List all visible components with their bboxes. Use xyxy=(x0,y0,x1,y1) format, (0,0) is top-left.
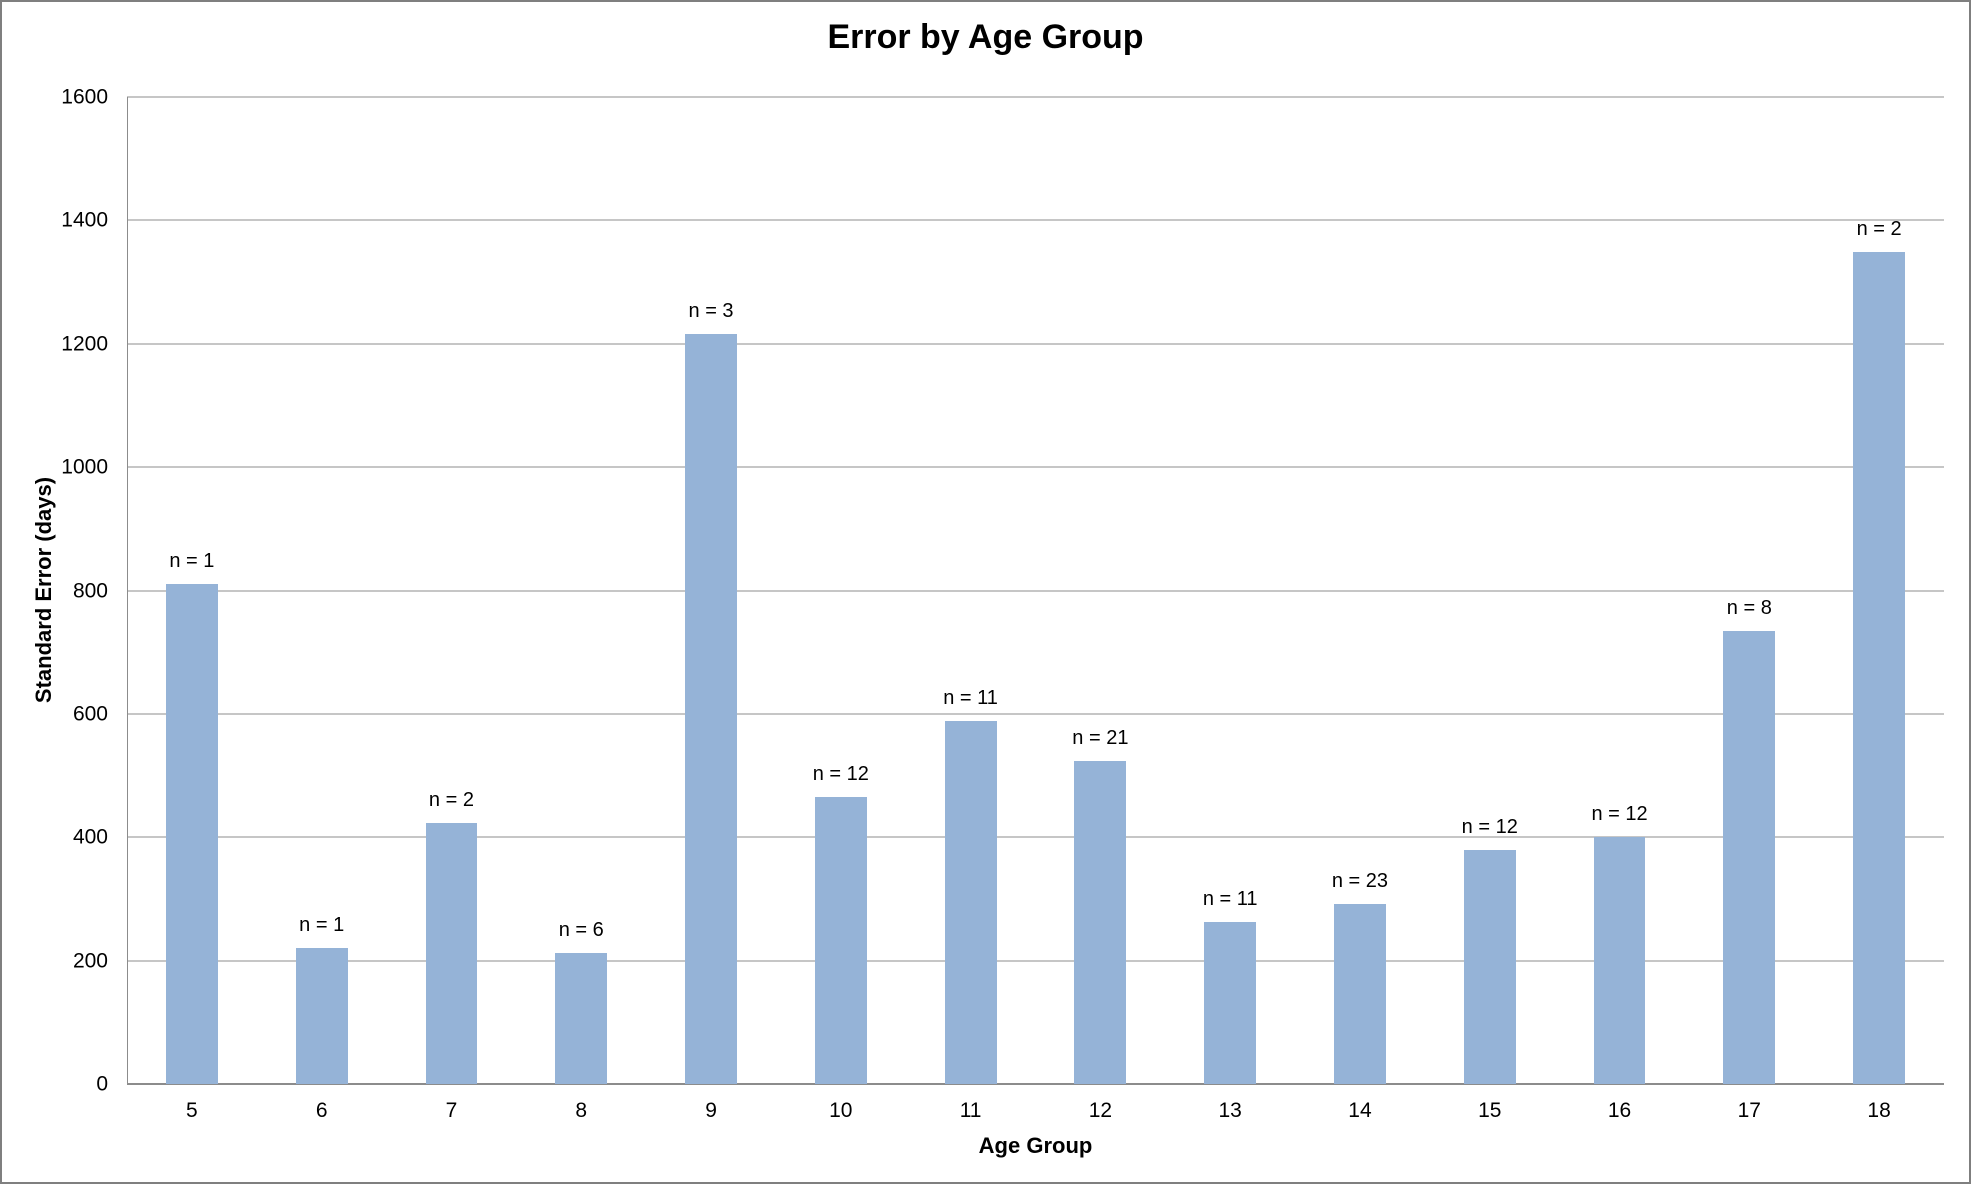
bar-data-label-age-14: n = 23 xyxy=(1331,869,1389,892)
x-axis-line xyxy=(127,1083,1944,1085)
bar-data-label-age-8: n = 6 xyxy=(558,919,604,942)
x-tick-label-12: 12 xyxy=(1088,1099,1113,1122)
bar-age-15 xyxy=(1463,850,1516,1084)
bar-age-18 xyxy=(1853,251,1906,1084)
x-tick-label-5: 5 xyxy=(186,1099,198,1122)
bar-data-label-age-16: n = 12 xyxy=(1591,802,1648,825)
bar-age-12 xyxy=(1074,760,1127,1084)
gridline-200 xyxy=(127,960,1944,962)
gridline-400 xyxy=(127,836,1944,838)
bar-age-9 xyxy=(685,333,737,1084)
bar-data-label-age-13: n = 11 xyxy=(1202,887,1258,910)
x-tick-label-8: 8 xyxy=(575,1099,588,1122)
x-tick-label-13: 13 xyxy=(1218,1099,1242,1122)
bar-data-label-age-5: n = 1 xyxy=(169,550,215,573)
x-tick-label-6: 6 xyxy=(315,1099,328,1122)
y-tick-label-1000: 1000 xyxy=(61,455,108,479)
y-tick-label-1400: 1400 xyxy=(61,208,108,232)
chart-title: Error by Age Group xyxy=(827,18,1144,56)
gridline-800 xyxy=(127,590,1944,591)
gridline-1200 xyxy=(127,343,1944,345)
bar-data-label-age-17: n = 8 xyxy=(1726,597,1772,620)
bar-data-label-age-11: n = 11 xyxy=(943,686,998,709)
gridline-1600 xyxy=(127,96,1944,98)
gridline-1000 xyxy=(127,466,1944,468)
x-tick-label-18: 18 xyxy=(1867,1099,1891,1122)
x-axis-ticks: 5 6 7 8 9 10 11 12 13 14 15 16 17 18 xyxy=(127,1099,1944,1125)
x-tick-label-17: 17 xyxy=(1737,1099,1761,1122)
y-tick-label-200: 200 xyxy=(72,949,108,973)
bar-age-10 xyxy=(814,796,867,1084)
bar-data-label-age-15: n = 12 xyxy=(1461,816,1518,839)
bar-data-label-age-18: n = 2 xyxy=(1856,217,1902,240)
y-tick-label-0: 0 xyxy=(96,1072,108,1096)
x-tick-label-9: 9 xyxy=(705,1099,717,1122)
bar-data-label-age-7: n = 2 xyxy=(428,789,474,812)
bar-age-13 xyxy=(1204,921,1257,1084)
x-tick-label-15: 15 xyxy=(1478,1099,1502,1122)
bar-data-label-age-10: n = 12 xyxy=(812,762,869,785)
plot-area: n = 1 n = 1 n = 2 n = 6 n = 3 n = 12 n = 11 n =… xyxy=(127,96,1944,1085)
bar-age-8 xyxy=(555,953,608,1084)
bar-age-7 xyxy=(425,823,478,1084)
bar-age-16 xyxy=(1593,836,1646,1084)
y-tick-label-400: 400 xyxy=(72,825,108,849)
x-tick-label-14: 14 xyxy=(1348,1099,1372,1122)
y-tick-label-1600: 1600 xyxy=(61,85,108,109)
bar-data-label-age-6: n = 1 xyxy=(299,914,345,937)
bar-age-6 xyxy=(295,948,348,1084)
bar-data-label-age-12: n = 21 xyxy=(1072,726,1129,749)
x-tick-label-7: 7 xyxy=(445,1099,458,1122)
bar-age-11 xyxy=(944,720,997,1084)
y-tick-label-1200: 1200 xyxy=(61,332,108,356)
x-tick-label-10: 10 xyxy=(829,1099,853,1122)
bar-age-17 xyxy=(1723,631,1776,1084)
gridline-600 xyxy=(127,713,1944,715)
bar-age-5 xyxy=(165,584,218,1084)
x-tick-label-11: 11 xyxy=(959,1099,982,1122)
gridline-1400 xyxy=(127,219,1944,221)
x-axis-title: Age Group xyxy=(978,1133,1093,1158)
y-tick-label-800: 800 xyxy=(72,579,108,602)
x-tick-label-16: 16 xyxy=(1607,1099,1632,1122)
bar-age-14 xyxy=(1334,903,1386,1084)
y-axis-ticks: 0 200 400 600 800 1000 1200 1400 1600 xyxy=(2,87,108,1095)
y-tick-label-600: 600 xyxy=(72,702,108,726)
bar-data-label-age-9: n = 3 xyxy=(688,299,734,322)
